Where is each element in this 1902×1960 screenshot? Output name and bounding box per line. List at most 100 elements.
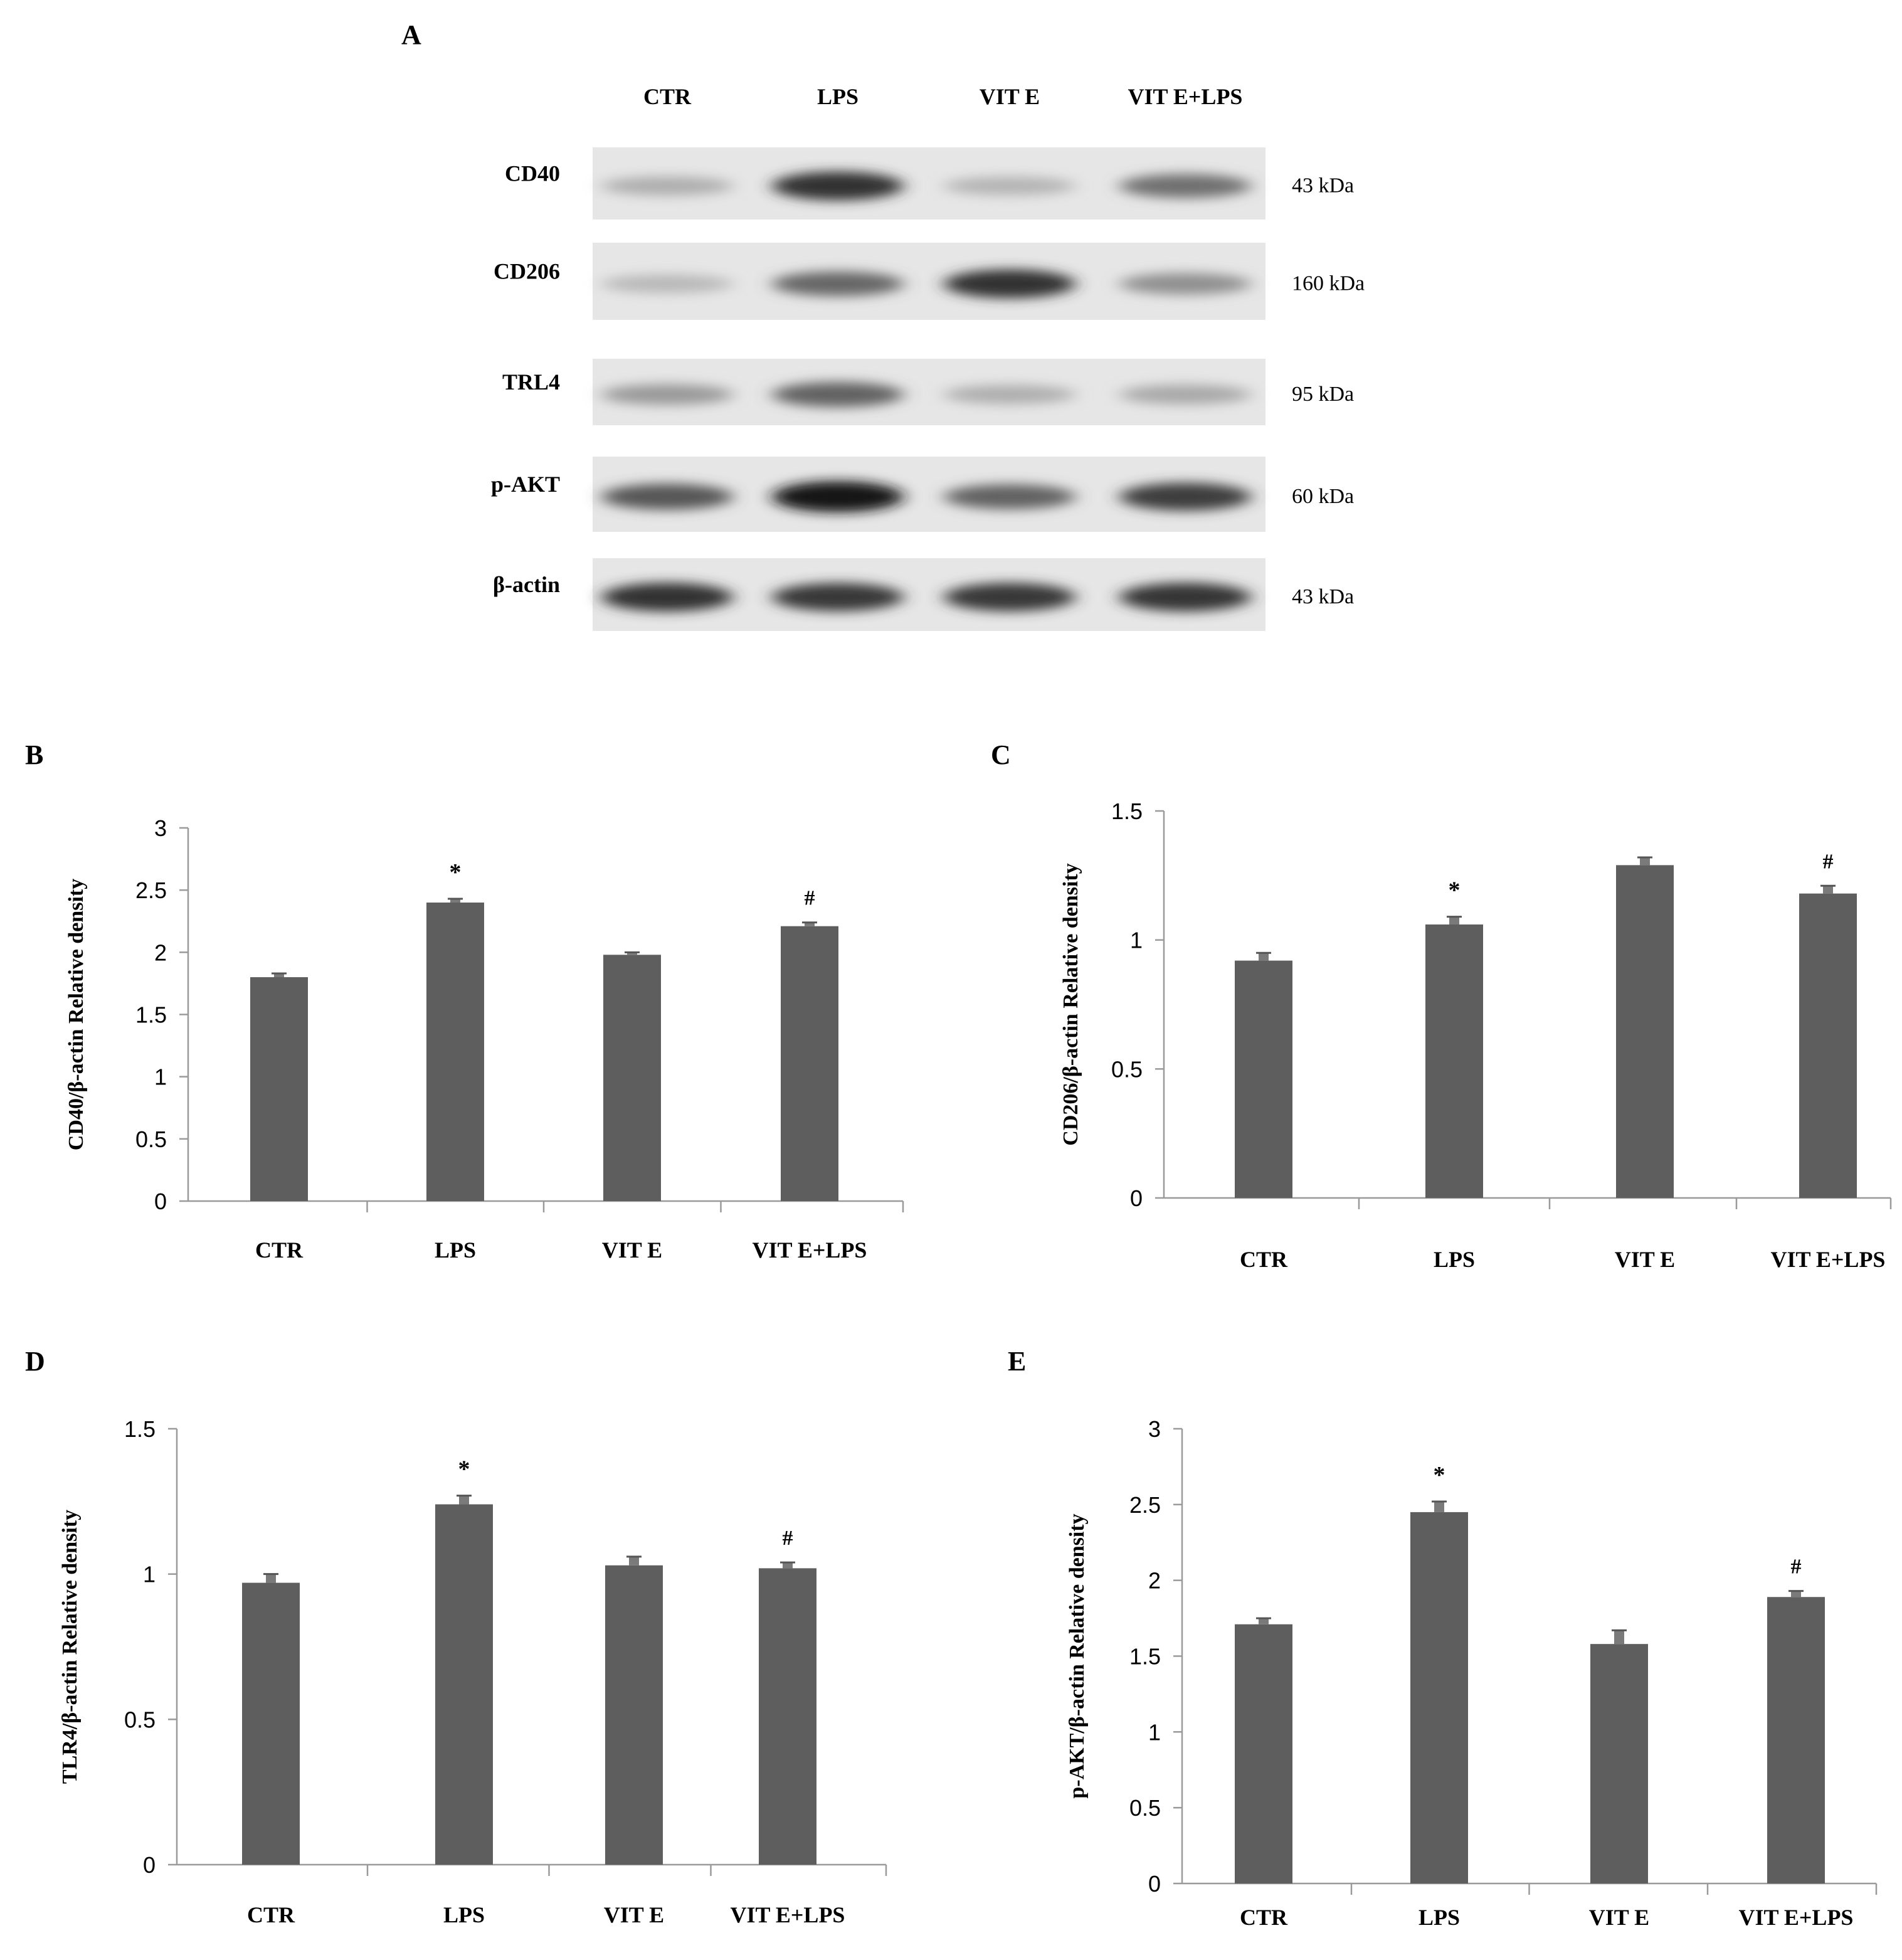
blot-protein-label: CD40 [505, 161, 560, 186]
y-tick-label: 0.5 [124, 1707, 156, 1732]
significance-marker: # [783, 1527, 793, 1550]
x-tick-label: LPS [435, 1237, 476, 1263]
blot-band [944, 269, 1075, 299]
significance-marker: * [1434, 1462, 1445, 1488]
y-tick-label: 0.5 [135, 1126, 167, 1152]
blot-band [772, 583, 904, 612]
blot-weight-label: 160 kDa [1292, 272, 1365, 295]
y-tick-label: 0 [1130, 1185, 1143, 1211]
error-bar [627, 952, 637, 955]
blot-band [772, 381, 904, 408]
x-tick-label: VIT E [604, 1902, 664, 1927]
y-tick-label: 2 [154, 940, 167, 965]
bar [250, 977, 308, 1201]
x-tick-label: CTR [1240, 1905, 1288, 1930]
error-bar [1791, 1591, 1801, 1597]
y-tick-label: 1.5 [135, 1002, 167, 1028]
chart-e-pakt: E 0 0.5 1 1.5 2 2.5 3 p-AKT/β-actin Relative den… [1008, 1346, 1878, 1930]
significance-marker: * [1449, 877, 1461, 904]
blot-protein-label: CD206 [494, 259, 560, 284]
blot-band [772, 171, 904, 201]
blot-lane-label: CTR [643, 84, 692, 109]
error-bar [1449, 916, 1459, 924]
y-tick-label: 1.5 [1129, 1644, 1161, 1670]
blot-band [601, 484, 733, 510]
y-tick-label: 1 [143, 1562, 156, 1587]
bar [1590, 1644, 1648, 1883]
blot-band [1119, 384, 1251, 405]
chart-b-cd40: B 0 0.5 1 1.5 2 2.5 3 CD40/β-actin Relative dens… [25, 739, 904, 1263]
blot-weight-label: 95 kDa [1292, 383, 1354, 406]
bar [1425, 924, 1483, 1198]
blot-row: p-AKT 60 kDa [491, 457, 1354, 532]
blot-band [944, 384, 1075, 405]
error-bar [1614, 1630, 1624, 1645]
y-axis-label: p-AKT/β-actin Relative density [1065, 1513, 1089, 1798]
bar [781, 926, 838, 1201]
y-tick-label: 1 [1148, 1719, 1161, 1745]
error-bar [1640, 857, 1650, 866]
significance-marker: # [805, 887, 815, 910]
blot-band [601, 274, 733, 294]
y-tick-label: 1 [154, 1064, 167, 1090]
y-tick-label: 0 [143, 1852, 156, 1878]
panel-label: C [991, 739, 1011, 770]
error-bar [783, 1562, 793, 1569]
blot-band [1119, 273, 1251, 295]
blot-band [772, 481, 904, 512]
blot-protein-label: β-actin [493, 572, 560, 597]
y-tick-label: 3 [154, 815, 167, 841]
y-tick-label: 2.5 [1129, 1492, 1161, 1518]
bar [1235, 1624, 1292, 1883]
x-tick-label: LPS [1434, 1247, 1475, 1272]
error-bar [1259, 1618, 1269, 1624]
x-tick-label: VIT E+LPS [753, 1237, 867, 1263]
significance-marker: # [1791, 1555, 1802, 1579]
blot-band [772, 271, 904, 297]
chart-c-cd206: C 0 0.5 1 1.5 CD206/β-actin Relative density C… [991, 739, 1892, 1272]
blot-protein-label: TRL4 [502, 369, 560, 395]
bar [1799, 893, 1857, 1198]
significance-marker: * [458, 1456, 470, 1483]
x-tick-label: LPS [443, 1902, 485, 1927]
y-tick-label: 2 [1148, 1568, 1161, 1594]
blot-band [601, 176, 733, 196]
y-tick-label: 0 [1148, 1871, 1161, 1897]
error-bar [805, 922, 815, 926]
y-axis-label: CD206/β-actin Relative density [1059, 863, 1082, 1145]
blot-lane-label: VIT E+LPS [1128, 84, 1243, 109]
x-tick-label: VIT E+LPS [731, 1902, 845, 1927]
blot-weight-label: 43 kDa [1292, 174, 1354, 198]
blot-weight-label: 43 kDa [1292, 585, 1354, 608]
x-tick-label: VIT E+LPS [1771, 1247, 1886, 1272]
y-tick-label: 1 [1130, 928, 1143, 953]
y-axis-label: TLR4/β-actin Relative density [58, 1510, 82, 1784]
panel-label: D [25, 1346, 45, 1377]
bar [605, 1565, 663, 1865]
blot-band [1119, 482, 1251, 511]
bar [759, 1568, 816, 1865]
y-tick-label: 1.5 [124, 1416, 156, 1442]
blot-protein-label: p-AKT [491, 472, 560, 497]
y-tick-label: 0 [154, 1189, 167, 1214]
significance-marker: # [1823, 850, 1834, 873]
error-bar [266, 1574, 276, 1583]
error-bar [1259, 953, 1269, 961]
y-tick-label: 2.5 [135, 877, 167, 903]
bar [435, 1504, 493, 1865]
y-tick-label: 1.5 [1111, 798, 1143, 824]
bar [426, 903, 484, 1201]
error-bar [450, 899, 460, 903]
blot-row: CD40 43 kDa [505, 147, 1354, 220]
blot-band [944, 583, 1075, 612]
y-tick-label: 0.5 [1129, 1795, 1161, 1821]
x-tick-label: VIT E [1589, 1905, 1649, 1930]
blot-weight-label: 60 kDa [1292, 485, 1354, 508]
error-bar [629, 1556, 639, 1565]
x-tick-label: CTR [1240, 1247, 1288, 1272]
x-tick-label: CTR [247, 1902, 295, 1927]
panel-a-label: A [401, 19, 421, 50]
bar [1235, 960, 1292, 1198]
x-tick-label: VIT E+LPS [1739, 1905, 1854, 1930]
bar [1616, 865, 1674, 1198]
